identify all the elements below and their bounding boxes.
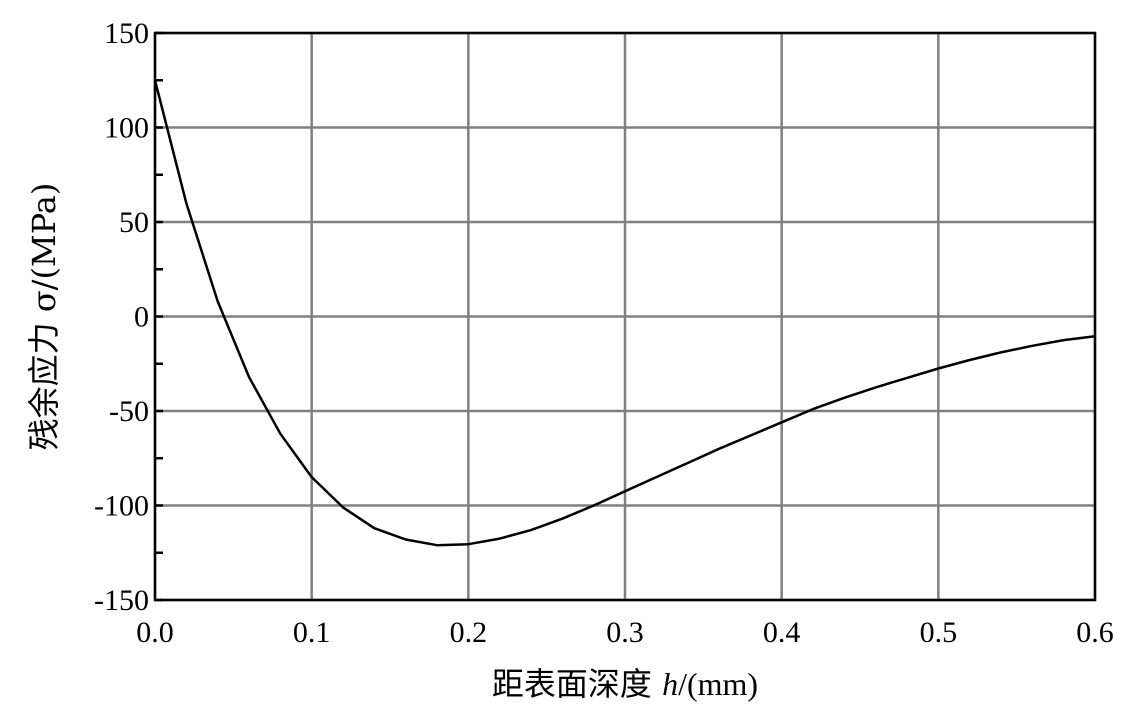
grid <box>153 31 1097 602</box>
y-tick-label: 50 <box>119 206 149 239</box>
x-tick-label: 0.1 <box>293 616 331 649</box>
y-tick-labels: 150 100 50 0 -50 -100 -150 <box>94 17 149 617</box>
x-tick-labels: 0.0 0.1 0.2 0.3 0.4 0.5 0.6 <box>136 616 1114 649</box>
x-tick-label: 0.4 <box>763 616 801 649</box>
x-tick-label: 0.0 <box>136 616 174 649</box>
y-tick-label: 0 <box>134 301 149 334</box>
x-axis-title: 距表面深度 h/(mm) <box>492 665 758 703</box>
x-tick-label: 0.6 <box>1076 616 1114 649</box>
x-tick-label: 0.5 <box>920 616 958 649</box>
y-tick-label: 150 <box>104 17 149 50</box>
y-tick-label: -150 <box>94 584 149 617</box>
x-tick-label: 0.2 <box>450 616 488 649</box>
x-axis-title-unit: /(mm) <box>678 666 758 702</box>
x-axis-title-var: h <box>662 666 678 702</box>
y-axis-title: 残余应力 σ/(MPa) <box>25 183 63 451</box>
x-tick-label: 0.3 <box>606 616 644 649</box>
x-axis-title-prefix: 距表面深度 <box>492 665 662 703</box>
stress-curve <box>153 79 1096 547</box>
y-tick-label: -50 <box>109 395 149 428</box>
y-tick-label: 100 <box>104 112 149 145</box>
plot-frame <box>153 31 1097 602</box>
y-tick-label: -100 <box>94 490 149 523</box>
